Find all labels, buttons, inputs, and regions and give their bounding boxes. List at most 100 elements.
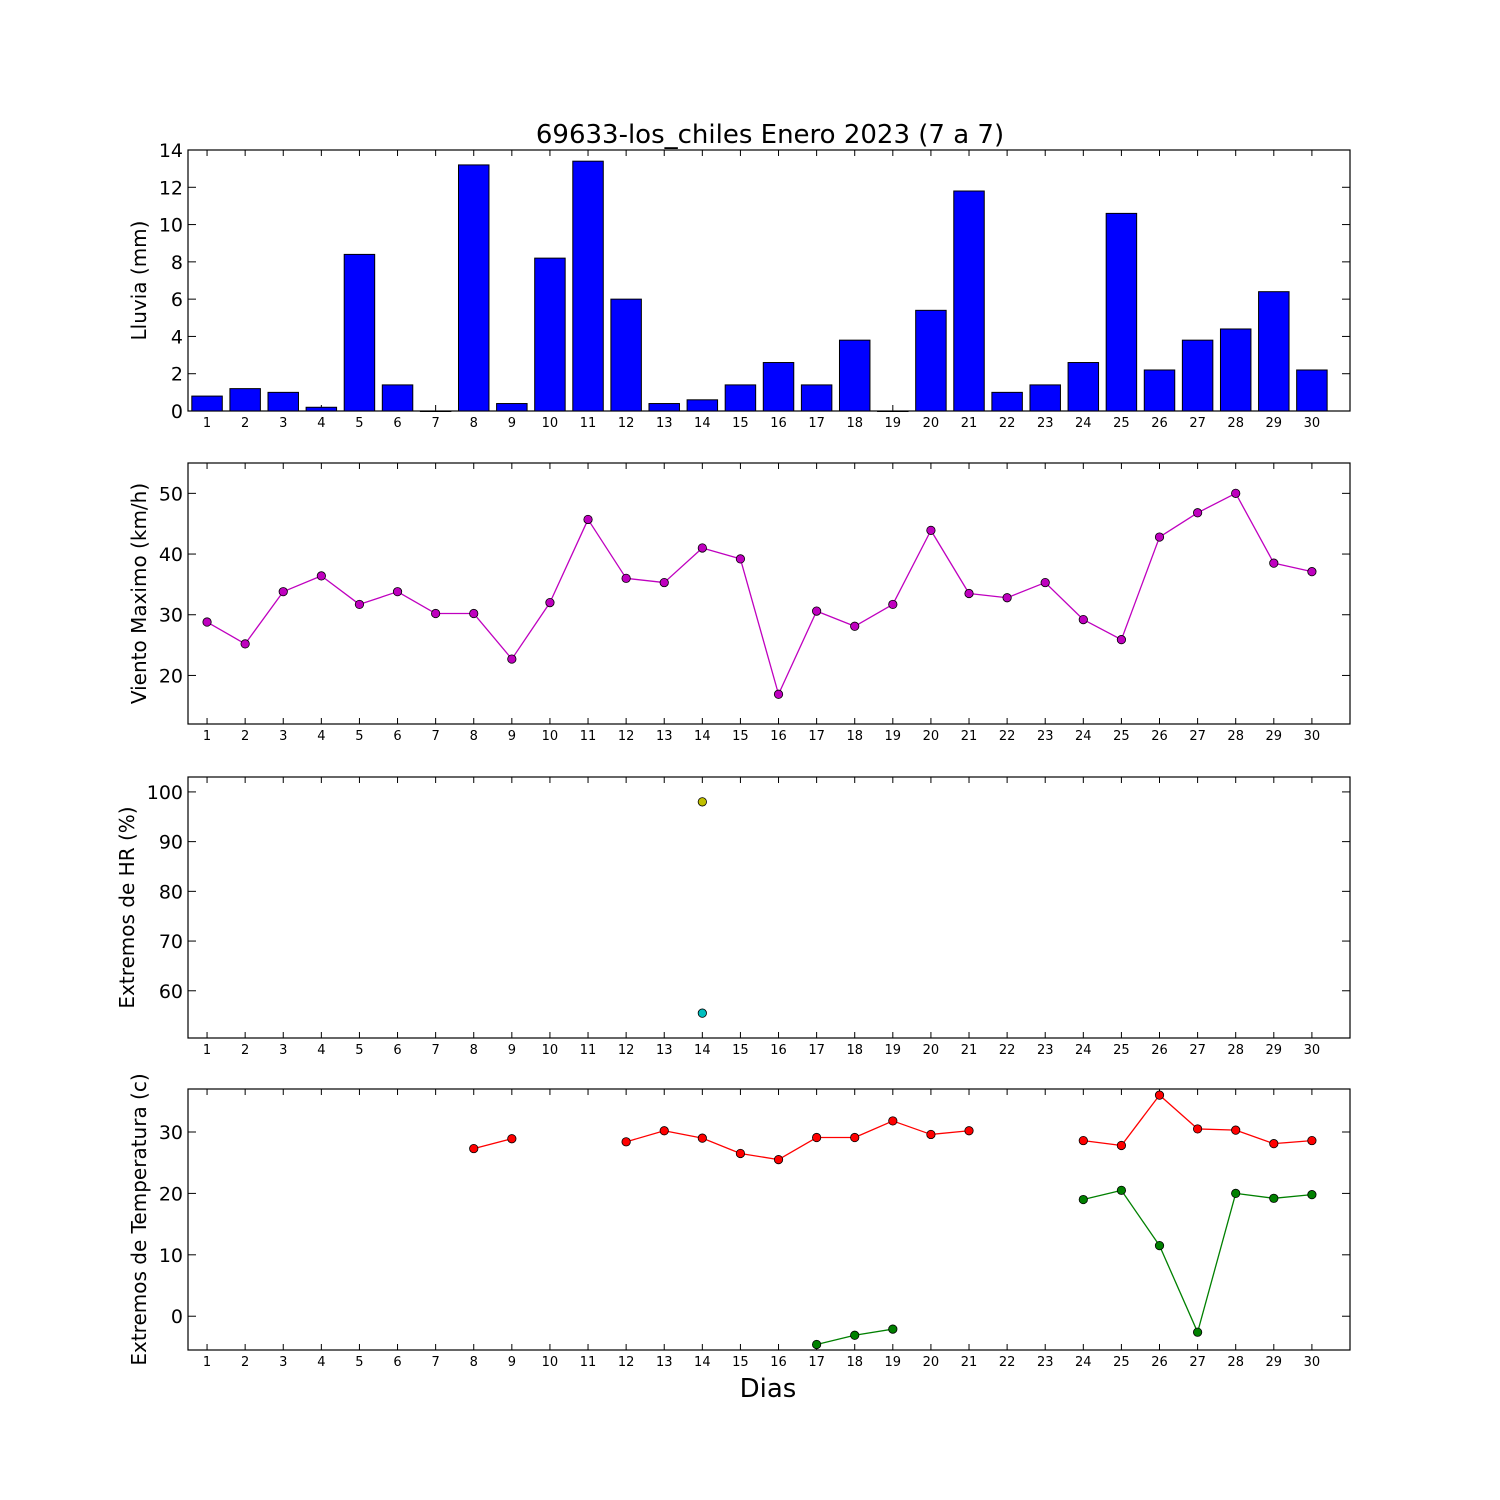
bar bbox=[1143, 369, 1176, 412]
data-point bbox=[469, 608, 479, 619]
x-tick-label: 13 bbox=[656, 1043, 673, 1058]
x-tick-label: 23 bbox=[1037, 416, 1054, 431]
bar bbox=[1181, 339, 1214, 412]
series-line-segment bbox=[1158, 1245, 1199, 1333]
x-tick-label: 18 bbox=[846, 1355, 863, 1370]
x-tick-label: 8 bbox=[470, 416, 478, 431]
data-point bbox=[812, 1339, 822, 1350]
x-tick-label: 2 bbox=[241, 729, 249, 744]
bar bbox=[1029, 384, 1061, 412]
series-line-segment bbox=[625, 1130, 665, 1143]
bar bbox=[915, 309, 947, 412]
series-line-segment bbox=[282, 575, 322, 593]
x-tick-label: 29 bbox=[1266, 729, 1283, 744]
x-tick-label: 4 bbox=[317, 416, 325, 431]
x-tick-label: 29 bbox=[1266, 416, 1283, 431]
data-point bbox=[1193, 508, 1203, 518]
y-tick-label: 10 bbox=[159, 1245, 183, 1267]
bar bbox=[496, 403, 528, 412]
data-point bbox=[697, 1133, 707, 1143]
data-point bbox=[507, 654, 517, 664]
series-line-segment bbox=[854, 1328, 893, 1336]
x-tick-label: 22 bbox=[999, 1043, 1016, 1058]
data-point bbox=[1078, 1135, 1088, 1146]
data-point bbox=[697, 1008, 707, 1018]
series-line-segment bbox=[892, 530, 932, 605]
series-line-segment bbox=[1120, 536, 1161, 640]
series-line-segment bbox=[663, 547, 703, 584]
data-point bbox=[1193, 1124, 1203, 1134]
x-tick-label: 23 bbox=[1037, 729, 1054, 744]
data-point bbox=[850, 1330, 860, 1340]
data-point bbox=[926, 525, 936, 535]
x-tick-label: 19 bbox=[885, 1043, 902, 1058]
y-tick-label: 14 bbox=[159, 140, 183, 162]
data-point bbox=[1307, 567, 1317, 577]
x-tick-label: 2 bbox=[241, 416, 249, 431]
x-tick-label: 14 bbox=[694, 729, 711, 744]
bar bbox=[686, 399, 719, 412]
series-line-segment bbox=[702, 547, 741, 560]
x-tick-label: 12 bbox=[618, 729, 635, 744]
data-point bbox=[697, 543, 707, 553]
x-tick-label: 28 bbox=[1227, 1355, 1244, 1370]
x-tick-label: 9 bbox=[508, 1043, 516, 1058]
bar bbox=[1258, 291, 1290, 412]
x-tick-label: 17 bbox=[808, 729, 825, 744]
bar bbox=[572, 160, 604, 412]
series-line-segment bbox=[549, 519, 589, 603]
chart-title: 69633-los_chiles Enero 2023 (7 a 7) bbox=[536, 120, 1004, 150]
data-point bbox=[392, 587, 403, 597]
series-line-segment bbox=[359, 591, 398, 606]
bar bbox=[305, 406, 338, 412]
bar bbox=[343, 253, 376, 412]
bar bbox=[229, 388, 261, 412]
x-tick-label: 5 bbox=[355, 1043, 363, 1058]
x-tick-label: 27 bbox=[1189, 1043, 1206, 1058]
x-tick-label: 6 bbox=[393, 416, 401, 431]
y-tick-label: 20 bbox=[159, 1183, 183, 1205]
series-line-segment bbox=[473, 1138, 512, 1150]
x-tick-label: 23 bbox=[1037, 1043, 1054, 1058]
data-point bbox=[659, 577, 669, 588]
series-line-segment bbox=[778, 1136, 817, 1161]
x-tick-label: 25 bbox=[1113, 729, 1130, 744]
series-line-segment bbox=[1083, 619, 1122, 641]
series-line-segment bbox=[1273, 562, 1313, 573]
x-tick-label: 5 bbox=[355, 416, 363, 431]
x-tick-label: 5 bbox=[355, 1355, 363, 1370]
y-tick-label: 50 bbox=[159, 483, 183, 505]
data-point bbox=[964, 1126, 974, 1136]
bar bbox=[457, 164, 490, 412]
x-tick-label: 10 bbox=[542, 1355, 559, 1370]
x-tick-label: 30 bbox=[1304, 416, 1321, 431]
x-tick-label: 9 bbox=[508, 1355, 516, 1370]
x-tick-label: 10 bbox=[542, 729, 559, 744]
x-tick-label: 21 bbox=[961, 729, 978, 744]
bar bbox=[610, 298, 642, 412]
bar bbox=[877, 410, 909, 412]
x-tick-label: 20 bbox=[923, 729, 940, 744]
data-point bbox=[1269, 558, 1279, 568]
series-line-segment bbox=[1196, 1193, 1237, 1333]
x-tick-label: 3 bbox=[279, 416, 287, 431]
x-tick-label: 13 bbox=[656, 416, 673, 431]
y-tick-label: 8 bbox=[171, 252, 183, 274]
data-point bbox=[1002, 593, 1012, 603]
bar bbox=[800, 384, 833, 412]
series-line-segment bbox=[1273, 1193, 1312, 1199]
x-tick-label: 5 bbox=[355, 729, 363, 744]
bar bbox=[191, 395, 223, 412]
series-line-segment bbox=[892, 1120, 932, 1136]
x-tick-label: 19 bbox=[885, 729, 902, 744]
axes-frame bbox=[187, 462, 1351, 725]
y-tick-label: 100 bbox=[147, 782, 183, 804]
series-line-segment bbox=[930, 1130, 970, 1136]
data-point bbox=[850, 1132, 860, 1143]
data-point bbox=[621, 1137, 631, 1147]
y-tick-label: 2 bbox=[171, 364, 183, 386]
series-line-segment bbox=[740, 1152, 779, 1161]
